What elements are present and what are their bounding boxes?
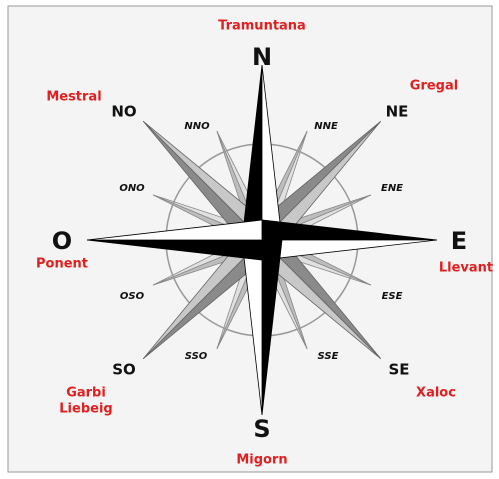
- wind-name: Migorn: [236, 453, 287, 468]
- direction-label: O: [52, 227, 72, 255]
- wind-name: Llevant: [439, 261, 493, 276]
- intermediate-label: NNO: [184, 121, 210, 132]
- wind-name: Xaloc: [416, 386, 456, 401]
- intermediate-label: SSO: [185, 351, 208, 362]
- compass-rose: N Tramuntana NEGregal E Llevant SE Xaloc S Migor…: [0, 0, 499, 479]
- direction-label: E: [451, 227, 467, 255]
- wind-name: Mestral: [46, 90, 101, 105]
- wind-name: Liebeig: [59, 402, 112, 417]
- intermediate-label: ONO: [119, 183, 145, 194]
- direction-label: NE: [386, 103, 409, 121]
- intermediate-label: NNE: [314, 121, 338, 132]
- direction-label: NO: [111, 103, 136, 121]
- intermediate-label: SSE: [318, 351, 339, 362]
- direction-label: SO: [112, 361, 136, 379]
- direction-label: N: [252, 43, 272, 71]
- intermediate-label: ENE: [381, 183, 403, 194]
- direction-label: S: [253, 415, 270, 443]
- wind-name: Ponent: [36, 257, 88, 272]
- intermediate-label: ESE: [382, 291, 403, 302]
- direction-label: SE: [388, 361, 409, 379]
- wind-name: Gregal: [410, 79, 458, 94]
- wind-name: Garbi: [66, 386, 106, 401]
- wind-name: Tramuntana: [218, 19, 306, 34]
- intermediate-label: OSO: [120, 291, 145, 302]
